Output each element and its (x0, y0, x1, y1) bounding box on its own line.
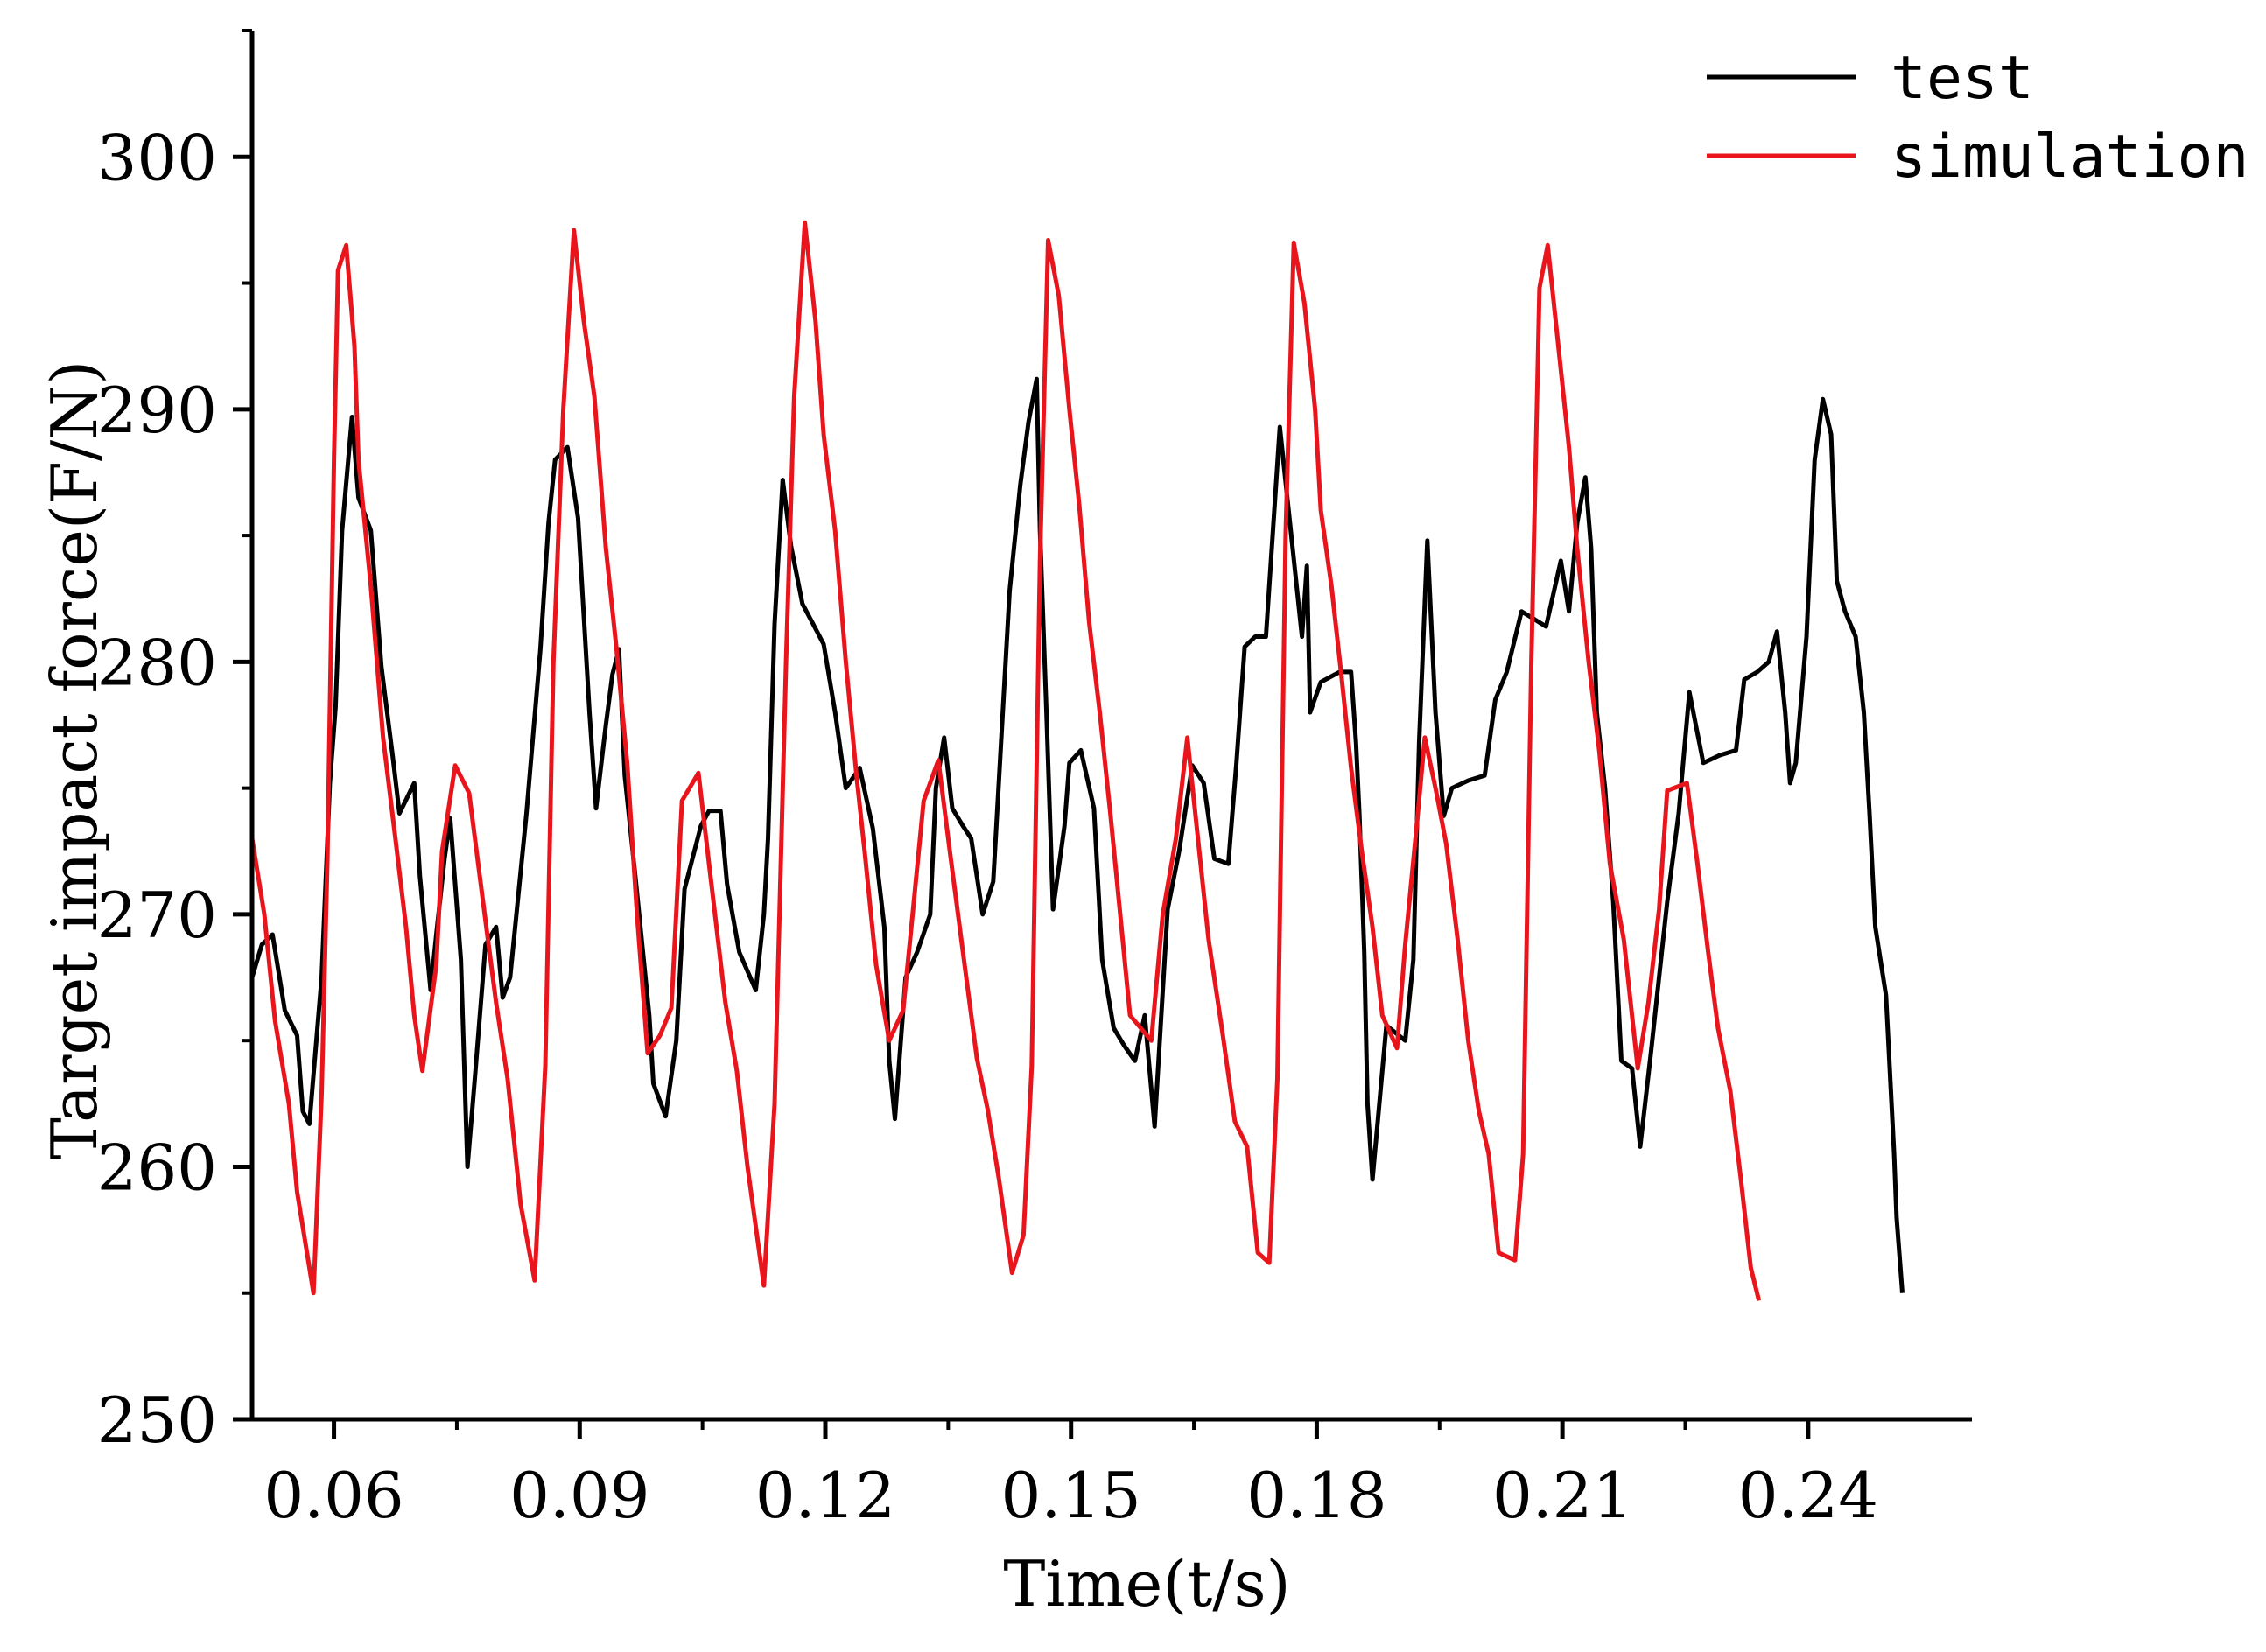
x-axis-ticks: 0.06 0.09 0.12 0.15 0.18 0.21 0.24 (263, 1419, 1878, 1532)
x-tick-label: 0.09 (509, 1459, 649, 1532)
legend: test simulation (1707, 44, 2248, 192)
y-axis-title: Target impact force(F/N) (38, 360, 111, 1160)
y-tick-label: 260 (97, 1130, 217, 1204)
plot-area (249, 220, 1905, 1302)
x-tick-label: 0.15 (1001, 1459, 1141, 1532)
x-axis-title: Time(t/s) (1003, 1547, 1290, 1620)
y-tick-label: 250 (97, 1383, 217, 1457)
x-tick-label: 0.12 (755, 1459, 895, 1532)
y-axis-ticks: 250 260 270 280 290 300 (97, 29, 252, 1457)
x-tick-label: 0.21 (1492, 1459, 1632, 1532)
y-tick-label: 270 (97, 878, 217, 952)
y-tick-label: 290 (97, 374, 217, 447)
x-tick-label: 0.06 (263, 1459, 403, 1532)
series-line-test (249, 376, 1905, 1293)
axes (249, 31, 1972, 1422)
y-tick-label: 300 (97, 121, 217, 194)
x-tick-label: 0.18 (1246, 1459, 1386, 1532)
legend-label-simulation: simulation (1891, 122, 2248, 192)
y-tick-label: 280 (97, 626, 217, 699)
series-line-simulation (249, 220, 1762, 1302)
x-tick-label: 0.24 (1738, 1459, 1878, 1532)
legend-label-test: test (1891, 44, 2034, 113)
